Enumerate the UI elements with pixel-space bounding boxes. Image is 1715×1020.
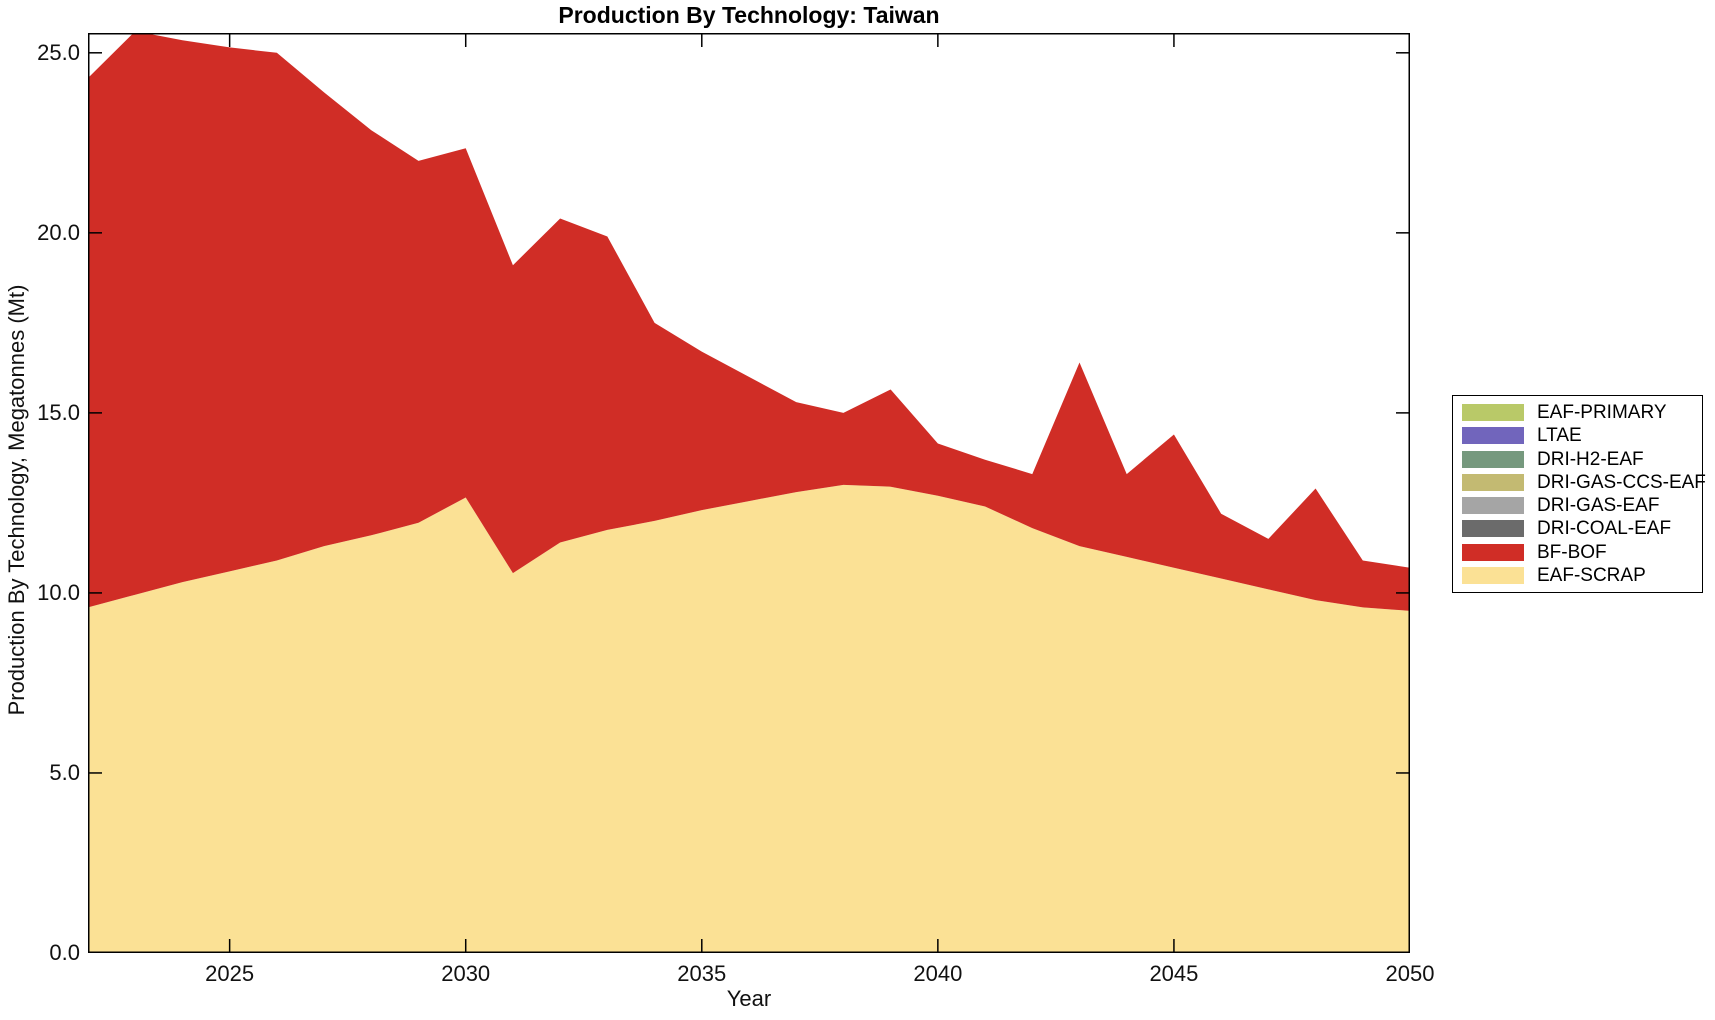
y-axis-label: Production By Technology, Megatonnes (Mt… (4, 284, 29, 716)
legend-item-dri-coal-eaf: DRI-COAL-EAF (1453, 519, 1702, 538)
x-tick-label-2050: 2050 (1385, 961, 1435, 986)
legend-swatch-dri-h2-eaf (1462, 450, 1524, 468)
y-tick-label-15: 15.0 (37, 399, 80, 425)
y-tick-label-25: 25.0 (37, 39, 80, 65)
legend-label: DRI-GAS-EAF (1537, 495, 1660, 517)
legend-label: BF-BOF (1537, 541, 1607, 563)
legend-item-dri-gas-ccs-eaf: DRI-GAS-CCS-EAF (1453, 473, 1706, 492)
y-tick-label-10: 10.0 (37, 579, 80, 605)
legend-swatch-dri-coal-eaf (1462, 520, 1524, 538)
legend: EAF-PRIMARY LTAE DRI-H2-EAF DRI-GAS-CCS-EAF… (1452, 395, 1706, 593)
legend-label: EAF-PRIMARY (1537, 402, 1667, 424)
legend-item-ltae: LTAE (1453, 426, 1702, 445)
legend-item-bf-bof: BF-BOF (1453, 543, 1702, 562)
x-tick-label-2025: 2025 (205, 961, 255, 986)
x-tick-label-2035: 2035 (677, 961, 727, 986)
area-bf-bof (88, 33, 1410, 611)
legend-item-dri-gas-eaf: DRI-GAS-EAF (1453, 496, 1702, 515)
legend-swatch-dri-gas-eaf (1462, 497, 1524, 515)
area-eaf-scrap (88, 484, 1410, 953)
chart-title: Production By Technology: Taiwan (558, 2, 940, 28)
legend-label: DRI-H2-EAF (1537, 448, 1644, 470)
legend-label: LTAE (1537, 425, 1582, 447)
plot-area (88, 33, 1410, 953)
legend-swatch-eaf-primary (1462, 404, 1524, 422)
legend-label: EAF-SCRAP (1537, 564, 1646, 586)
legend-swatch-bf-bof (1462, 543, 1524, 561)
x-axis-label: Year (726, 986, 772, 1011)
legend-swatch-eaf-scrap (1462, 566, 1524, 584)
stacked-area-plot (88, 33, 1410, 953)
y-tick-label-0: 0.0 (49, 940, 80, 965)
x-tick-label-2030: 2030 (441, 961, 491, 986)
legend-swatch-dri-gas-ccs-eaf (1462, 473, 1524, 491)
y-tick-label-20: 20.0 (37, 219, 80, 245)
x-tick-label-2040: 2040 (913, 961, 963, 986)
y-tick-label-5: 5.0 (49, 759, 80, 785)
legend-swatch-ltae (1462, 427, 1524, 445)
x-tick-label-2045: 2045 (1149, 961, 1199, 986)
legend-label: DRI-GAS-CCS-EAF (1537, 471, 1706, 493)
legend-label: DRI-COAL-EAF (1537, 518, 1672, 540)
legend-item-dri-h2-eaf: DRI-H2-EAF (1453, 450, 1702, 469)
legend-item-eaf-primary: EAF-PRIMARY (1453, 403, 1702, 422)
legend-item-eaf-scrap: EAF-SCRAP (1453, 566, 1702, 585)
